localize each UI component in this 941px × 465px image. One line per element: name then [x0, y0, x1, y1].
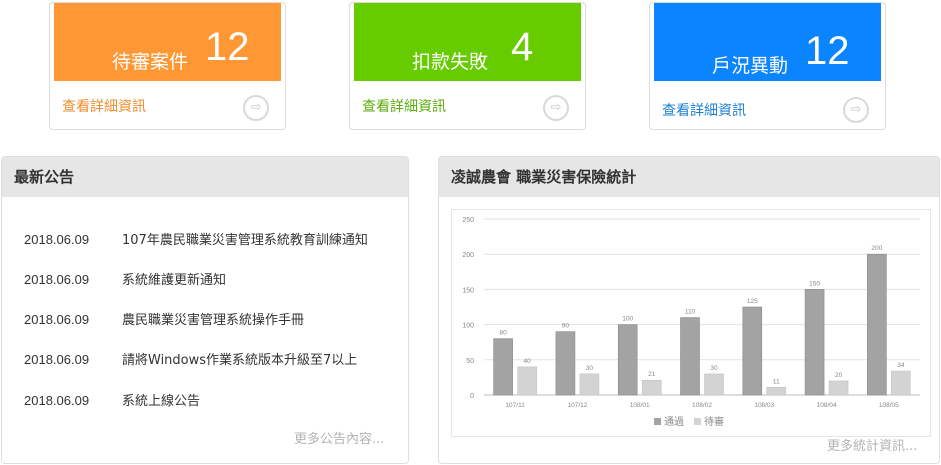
bar-approved — [617, 324, 638, 396]
data-label: 30 — [710, 365, 718, 372]
x-tick-label: 108/03 — [754, 402, 774, 409]
news-date: 2018.06.09 — [24, 352, 90, 367]
bar-approved — [493, 338, 513, 396]
card-detail-link[interactable]: 查看詳細資訊 — [362, 99, 446, 115]
news-more-link[interactable]: 更多公告內容... — [294, 432, 385, 447]
bar-approved — [804, 289, 825, 396]
data-label: 40 — [524, 358, 532, 365]
stats-panel: 凌誠農會 職業災害保險統計 0 50 100 150 200 250 80 40 107/11 9… — [438, 156, 940, 464]
data-label: 200 — [871, 245, 882, 252]
stats-more-link[interactable]: 更多統計資訊... — [827, 439, 918, 454]
x-tick-label: 107/11 — [505, 402, 525, 409]
news-item[interactable]: 2018.06.09 107年農民職業災害管理系統教育訓練通知 — [24, 229, 368, 248]
bar-pending — [517, 366, 537, 396]
card-debit-failed: 扣款失敗 4 查看詳細資訊 ⇨ — [349, 2, 586, 130]
data-label: 34 — [897, 362, 905, 369]
arrow-circle-icon[interactable]: ⇨ — [843, 97, 869, 123]
card-household-change: 戶況異動 12 查看詳細資訊 ⇨ — [649, 2, 886, 130]
data-label: 30 — [586, 365, 594, 372]
bar-pending — [579, 373, 600, 396]
x-tick-label: 108/02 — [692, 402, 712, 409]
data-label: 20 — [835, 372, 843, 379]
news-text[interactable]: 農民職業災害管理系統操作手冊 — [122, 313, 305, 328]
legend-swatch — [694, 418, 701, 425]
card-header: 待審案件 12 — [54, 3, 281, 81]
bar-approved — [555, 331, 576, 396]
y-tick-label: 200 — [462, 252, 474, 259]
news-date: 2018.06.09 — [24, 312, 90, 327]
x-tick-label: 107/12 — [567, 402, 587, 409]
card-label: 扣款失敗 — [412, 51, 489, 73]
bar-chart: 0 50 100 150 200 250 80 40 107/11 90 30 107/12 100 21… — [451, 209, 931, 437]
data-label: 90 — [562, 323, 570, 330]
news-panel-title: 最新公告 — [2, 157, 408, 197]
data-label: 150 — [809, 280, 820, 287]
news-item[interactable]: 2018.06.09 請將Windows作業系統版本升級至7以上 — [24, 349, 357, 368]
bar-pending — [641, 379, 662, 396]
card-label: 戶況異動 — [712, 55, 789, 77]
news-date: 2018.06.09 — [24, 393, 90, 408]
y-tick-label: 250 — [462, 217, 474, 224]
y-tick-label: 50 — [466, 358, 474, 365]
y-tick-label: 100 — [462, 323, 474, 330]
stats-panel-title: 凌誠農會 職業災害保險統計 — [439, 157, 939, 197]
card-pending: 待審案件 12 查看詳細資訊 ⇨ — [49, 2, 286, 130]
news-text[interactable]: 107年農民職業災害管理系統教育訓練通知 — [122, 233, 368, 248]
card-count: 12 — [805, 29, 850, 73]
news-item[interactable]: 2018.06.09 系統維護更新通知 — [24, 269, 226, 288]
card-detail-link[interactable]: 查看詳細資訊 — [662, 103, 746, 119]
legend-label: 待審 — [704, 415, 724, 428]
bar-approved — [867, 253, 887, 396]
card-header: 戶況異動 12 — [654, 3, 881, 81]
bar-approved — [742, 306, 763, 396]
data-label: 110 — [685, 309, 696, 316]
legend-swatch — [654, 418, 661, 425]
card-count: 4 — [511, 25, 534, 69]
arrow-circle-icon[interactable]: ⇨ — [543, 95, 569, 121]
card-count: 12 — [205, 25, 250, 69]
bar-pending — [704, 373, 724, 396]
x-tick-label: 108/01 — [630, 402, 650, 409]
news-item[interactable]: 2018.06.09 系統上線公告 — [24, 390, 200, 409]
news-date: 2018.06.09 — [24, 272, 90, 287]
bar-pending — [828, 380, 849, 396]
news-text[interactable]: 請將Windows作業系統版本升級至7以上 — [122, 353, 358, 368]
data-label: 100 — [622, 316, 633, 323]
data-label: 80 — [500, 330, 508, 337]
x-tick-label: 108/04 — [817, 402, 837, 409]
y-tick-label: 150 — [462, 287, 474, 294]
news-panel: 最新公告 2018.06.09 107年農民職業災害管理系統教育訓練通知 2018… — [1, 156, 409, 464]
bar-approved — [680, 317, 700, 396]
card-label: 待審案件 — [112, 51, 189, 73]
data-label: 11 — [773, 378, 780, 385]
news-item[interactable]: 2018.06.09 農民職業災害管理系統操作手冊 — [24, 309, 304, 328]
bar-pending — [891, 370, 911, 396]
arrow-circle-icon[interactable]: ⇨ — [243, 95, 269, 121]
legend-label: 通過 — [664, 416, 684, 428]
card-detail-link[interactable]: 查看詳細資訊 — [62, 99, 146, 115]
x-tick-label: 108/05 — [879, 402, 899, 409]
news-date: 2018.06.09 — [24, 232, 90, 247]
news-text[interactable]: 系統維護更新通知 — [122, 273, 227, 288]
data-label: 21 — [648, 371, 656, 378]
data-label: 125 — [747, 298, 758, 305]
bar-pending — [766, 386, 787, 396]
news-text[interactable]: 系統上線公告 — [122, 394, 201, 409]
card-header: 扣款失敗 4 — [354, 3, 581, 81]
y-tick-label: 0 — [470, 393, 474, 400]
